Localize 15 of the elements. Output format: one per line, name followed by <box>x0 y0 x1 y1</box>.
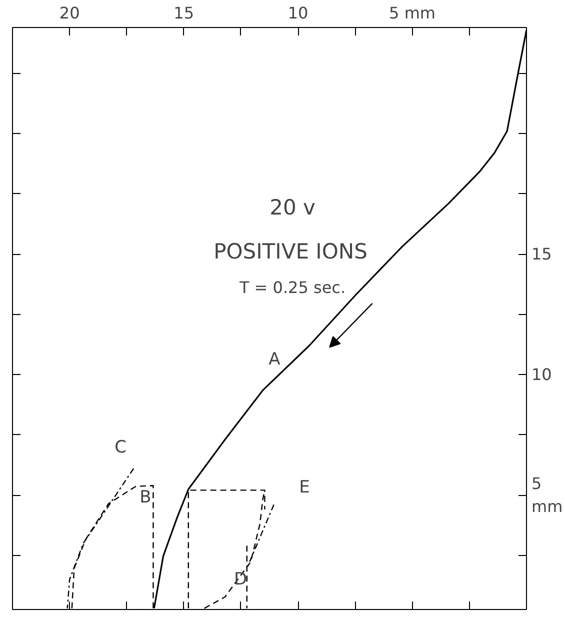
x-tick-label: 10 <box>288 4 308 22</box>
annotation: POSITIVE IONS <box>214 240 368 264</box>
annotation: T = 0.25 sec. <box>238 278 346 297</box>
y-tick-label: 10 <box>532 365 552 384</box>
x-tick-label: 15 <box>174 4 194 22</box>
annotation: E <box>299 478 310 498</box>
annotation: B <box>140 488 152 508</box>
x-tick-label: 5 mm <box>389 4 436 22</box>
annotation: 20 v <box>270 196 316 220</box>
annotation: C <box>114 438 126 458</box>
y-tick-label: 5 mm <box>532 474 563 516</box>
x-tick-label: 20 <box>59 4 80 22</box>
annotation: A <box>268 350 281 370</box>
y-tick-label: 15 <box>532 244 552 264</box>
annotation: D <box>234 570 248 590</box>
